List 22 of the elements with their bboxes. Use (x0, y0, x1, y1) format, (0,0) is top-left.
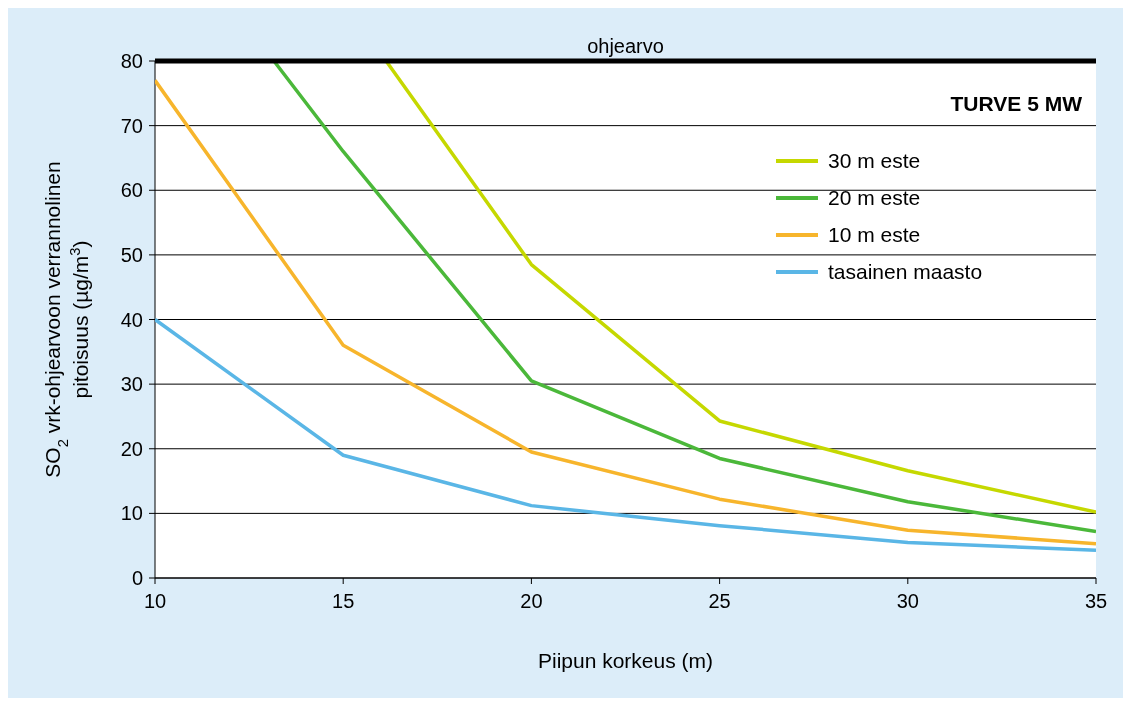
legend-label: tasainen maasto (828, 260, 983, 284)
x-tick-label: 25 (708, 590, 731, 612)
ref-line-label: ohjearvo (587, 35, 664, 57)
y-tick-label: 0 (131, 567, 143, 589)
x-tick-label: 30 (896, 590, 919, 612)
y-tick-label: 80 (120, 50, 143, 72)
y-tick-label: 20 (120, 437, 143, 460)
y-tick-label: 40 (120, 308, 143, 331)
text: TURVE 5 MW (950, 92, 1083, 115)
x-tick-label: 35 (1084, 590, 1108, 612)
legend-label: 30 m este (828, 149, 921, 173)
y-tick-label: 60 (120, 179, 143, 202)
x-axis-title: Piipun korkeus (m) (537, 649, 714, 672)
y-tick-label: 10 (120, 502, 143, 525)
legend-label: 20 m este (828, 186, 921, 210)
x-tick-label: 15 (332, 590, 355, 612)
y-tick-label: 70 (120, 114, 143, 137)
y-tick-label: 30 (120, 373, 143, 396)
x-tick-label: 20 (520, 590, 543, 612)
y-tick-label: 50 (120, 243, 143, 266)
legend-label: 10 m este (828, 223, 921, 247)
x-tick-label: 10 (143, 590, 167, 612)
